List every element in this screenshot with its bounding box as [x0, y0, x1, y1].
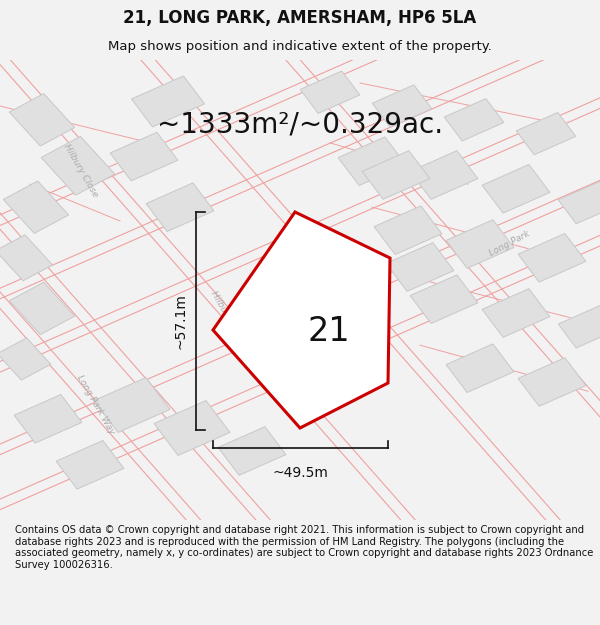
Polygon shape — [10, 94, 74, 146]
Polygon shape — [372, 85, 432, 127]
Text: 21: 21 — [308, 315, 350, 348]
Text: Contains OS data © Crown copyright and database right 2021. This information is : Contains OS data © Crown copyright and d… — [15, 525, 593, 570]
Polygon shape — [94, 378, 170, 432]
Polygon shape — [338, 137, 406, 186]
Polygon shape — [558, 181, 600, 224]
Polygon shape — [56, 441, 124, 489]
Text: Hilbury Close: Hilbury Close — [62, 142, 100, 199]
Text: Hilbury Close: Hilbury Close — [209, 289, 247, 346]
Polygon shape — [213, 212, 390, 428]
Text: Long Park: Long Park — [488, 229, 532, 259]
Polygon shape — [4, 181, 68, 233]
Text: ~57.1m: ~57.1m — [174, 293, 188, 349]
Polygon shape — [131, 76, 205, 127]
Text: ~1333m²/~0.329ac.: ~1333m²/~0.329ac. — [157, 111, 443, 138]
Polygon shape — [0, 338, 51, 380]
Polygon shape — [446, 344, 514, 392]
Polygon shape — [14, 394, 82, 443]
Polygon shape — [516, 112, 576, 155]
Text: Long Park: Long Park — [278, 368, 322, 396]
Polygon shape — [10, 282, 74, 334]
Polygon shape — [410, 275, 478, 324]
Polygon shape — [444, 99, 504, 141]
Polygon shape — [110, 132, 178, 181]
Polygon shape — [482, 164, 550, 213]
Polygon shape — [362, 151, 430, 199]
Polygon shape — [146, 183, 214, 231]
Polygon shape — [446, 220, 514, 268]
Text: ~49.5m: ~49.5m — [272, 466, 328, 481]
Polygon shape — [482, 289, 550, 338]
Text: Long Park Way: Long Park Way — [76, 374, 116, 436]
Text: Map shows position and indicative extent of the property.: Map shows position and indicative extent… — [108, 40, 492, 53]
Polygon shape — [518, 234, 586, 282]
Polygon shape — [518, 357, 586, 406]
Polygon shape — [0, 235, 53, 281]
Polygon shape — [154, 401, 230, 456]
Polygon shape — [386, 242, 454, 291]
Polygon shape — [410, 151, 478, 199]
Polygon shape — [558, 306, 600, 348]
Polygon shape — [218, 427, 286, 475]
Polygon shape — [300, 71, 360, 113]
Polygon shape — [374, 206, 442, 254]
Polygon shape — [41, 136, 115, 195]
Text: 21, LONG PARK, AMERSHAM, HP6 5LA: 21, LONG PARK, AMERSHAM, HP6 5LA — [124, 9, 476, 27]
